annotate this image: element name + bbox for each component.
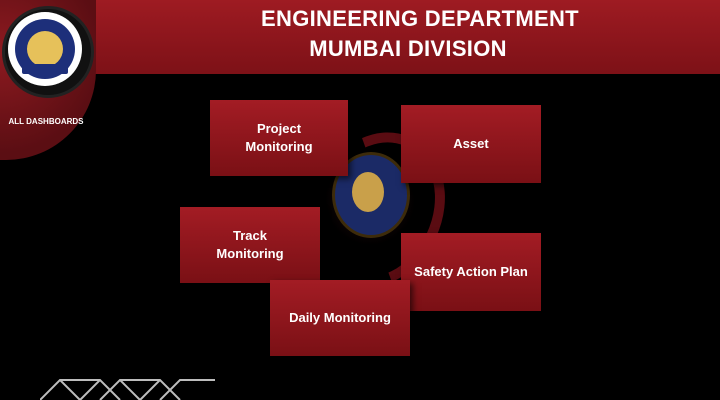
bridge-illustration-icon [40, 379, 215, 400]
all-dashboards-link[interactable]: ALL DASHBOARDS [8, 117, 84, 126]
track-monitoring-label: Track Monitoring [216, 228, 284, 261]
page-title: ENGINEERING DEPARTMENT [261, 6, 579, 31]
division-emblem-core-icon [352, 172, 384, 212]
track-monitoring-button[interactable]: Track Monitoring [180, 207, 320, 283]
page-subtitle: MUMBAI DIVISION [309, 36, 507, 61]
daily-monitoring-label: Daily Monitoring [289, 310, 391, 325]
project-monitoring-label: Project Monitoring [245, 121, 313, 154]
railway-logo-icon[interactable] [8, 12, 82, 86]
project-monitoring-button[interactable]: Project Monitoring [210, 100, 348, 176]
asset-button[interactable]: Asset [401, 105, 541, 183]
safety-action-plan-button[interactable]: Safety Action Plan [401, 233, 541, 311]
asset-label: Asset [453, 136, 489, 151]
daily-monitoring-button[interactable]: Daily Monitoring [270, 280, 410, 356]
header-bar [0, 0, 720, 74]
safety-action-plan-label: Safety Action Plan [414, 264, 528, 279]
